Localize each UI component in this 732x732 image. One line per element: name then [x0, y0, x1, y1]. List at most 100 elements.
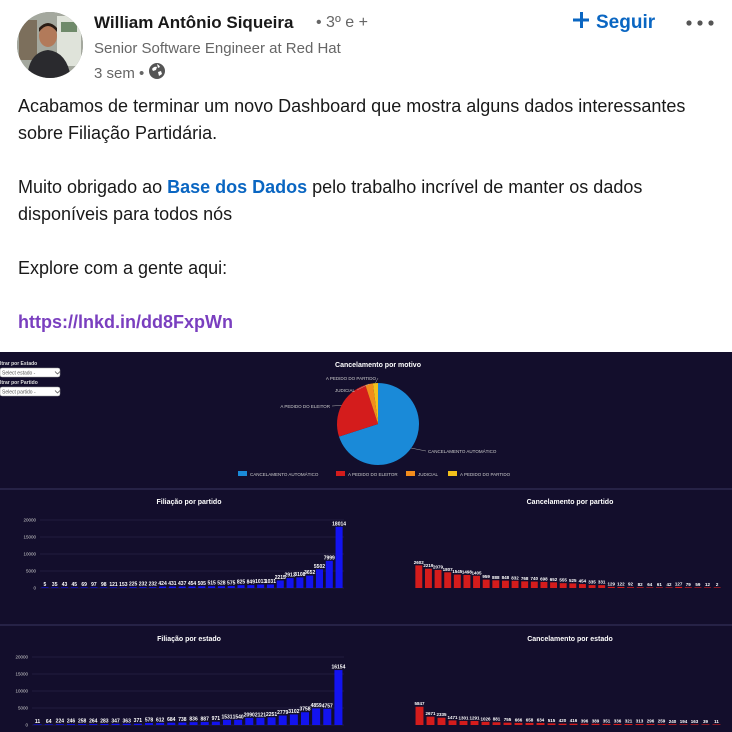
dashboard-image[interactable]: ltrar por Estado Select estado - ltrar p… — [0, 352, 732, 732]
bar-value-label: 528 — [217, 581, 226, 587]
pie-slice-label: JUDICIAL — [335, 388, 356, 393]
legend-label: A PEDIDO DO ELEITOR — [348, 472, 398, 477]
bar — [256, 717, 265, 725]
bar-value-label: 2215 — [275, 575, 286, 581]
bar-value-label: 240 — [669, 719, 677, 724]
bar — [569, 583, 577, 588]
follow-button[interactable]: Seguir — [566, 9, 661, 37]
bar — [694, 587, 702, 588]
base-dos-dados-link[interactable]: Base dos Dados — [167, 177, 308, 197]
bar — [665, 587, 673, 588]
bar — [323, 708, 332, 725]
pie-slice — [337, 385, 378, 437]
bar — [547, 723, 556, 725]
partido-select[interactable] — [0, 386, 61, 397]
bar — [675, 586, 683, 588]
bar — [100, 587, 108, 588]
bar — [89, 724, 98, 725]
bar-value-label: 5 — [44, 582, 47, 588]
connection-degree: • 3º e + — [316, 14, 368, 31]
legend-swatch — [238, 471, 247, 476]
author-name[interactable]: William Antônio Siqueira — [94, 13, 294, 32]
bar-value-label: 16154 — [331, 665, 345, 671]
bar — [111, 723, 120, 725]
bar — [119, 587, 127, 588]
legend-swatch — [406, 471, 415, 476]
bar-value-label: 768 — [521, 576, 529, 581]
bar — [503, 722, 512, 725]
bar — [300, 712, 310, 725]
bar — [315, 569, 324, 588]
bar — [266, 584, 274, 588]
bar — [149, 587, 157, 588]
bar-value-label: 3652 — [304, 570, 315, 576]
bar-value-label: 246 — [67, 719, 76, 725]
author-headline: Senior Software Engineer at Red Hat — [94, 40, 341, 57]
bar — [44, 724, 53, 725]
bar — [525, 722, 534, 725]
bar-value-label: 3758 — [299, 707, 310, 713]
y-tick-label: 10000 — [15, 689, 28, 694]
author-avatar[interactable] — [17, 12, 83, 78]
bar — [657, 724, 666, 725]
bar — [646, 724, 655, 725]
bar-value-label: 127 — [675, 581, 683, 586]
bar — [712, 724, 721, 725]
bar — [222, 719, 232, 725]
bar-value-label: 2090 — [244, 712, 255, 718]
bar — [690, 724, 699, 725]
bar-value-label: 64 — [46, 719, 52, 725]
bar-value-label: 5847 — [414, 701, 425, 706]
pie-leader-line — [375, 377, 379, 384]
bar — [704, 587, 712, 588]
bar — [80, 587, 88, 588]
filiacao-partido-title: Filiação por partido — [157, 499, 222, 506]
bar-value-label: 39 — [703, 719, 709, 724]
partido-filter-label: ltrar por Partido — [0, 380, 38, 386]
pie-leader-line — [356, 383, 370, 391]
bar — [514, 722, 523, 725]
bar — [415, 565, 423, 588]
bar-value-label: 35 — [52, 582, 58, 588]
pie-slice-label: CANCELAMENTO AUTOMÁTICO — [428, 448, 497, 454]
bar — [444, 572, 452, 588]
bar — [530, 581, 538, 588]
bar-value-label: 738 — [178, 717, 187, 723]
bar-value-label: 658 — [526, 717, 534, 722]
bar-value-label: 98 — [101, 582, 107, 588]
bar-value-label: 1013 — [255, 579, 266, 585]
more-options-button[interactable] — [680, 8, 720, 38]
bar-value-label: 2602 — [414, 560, 425, 565]
bar-value-label: 1531 — [221, 714, 232, 720]
filiacao-estado-title: Filiação por estado — [157, 636, 221, 643]
bar-value-label: 555 — [559, 578, 567, 583]
bar — [655, 587, 663, 588]
post-paragraph-explore: Explore com a gente aqui: — [18, 258, 228, 278]
bar-value-label: 1498 — [462, 569, 473, 574]
bar — [668, 724, 677, 725]
post-paragraph-intro: Acabamos de terminar um novo Dashboard q… — [18, 96, 686, 143]
bar — [511, 580, 519, 588]
bar-value-label: 122 — [617, 581, 625, 586]
dashboard-url-link[interactable]: https://lnkd.in/dd8FxpWn — [18, 312, 233, 332]
legend-label: CANCELAMENTO AUTOMÁTICO — [250, 471, 319, 477]
bar-value-label: 79 — [686, 582, 692, 587]
bar — [66, 724, 76, 725]
follow-label: Seguir — [596, 12, 656, 33]
bar — [437, 717, 446, 725]
bar — [245, 717, 254, 725]
bar — [482, 579, 490, 588]
bar — [521, 581, 529, 588]
bar-value-label: 505 — [198, 581, 207, 587]
bar-value-label: 153 — [119, 582, 128, 588]
bar — [200, 721, 209, 725]
bar — [646, 587, 654, 588]
bar — [267, 717, 276, 725]
bar — [159, 586, 167, 588]
estado-select[interactable] — [0, 367, 61, 378]
bar-value-label: 92 — [628, 582, 634, 587]
bar — [289, 714, 298, 725]
y-tick-label: 0 — [25, 723, 28, 728]
